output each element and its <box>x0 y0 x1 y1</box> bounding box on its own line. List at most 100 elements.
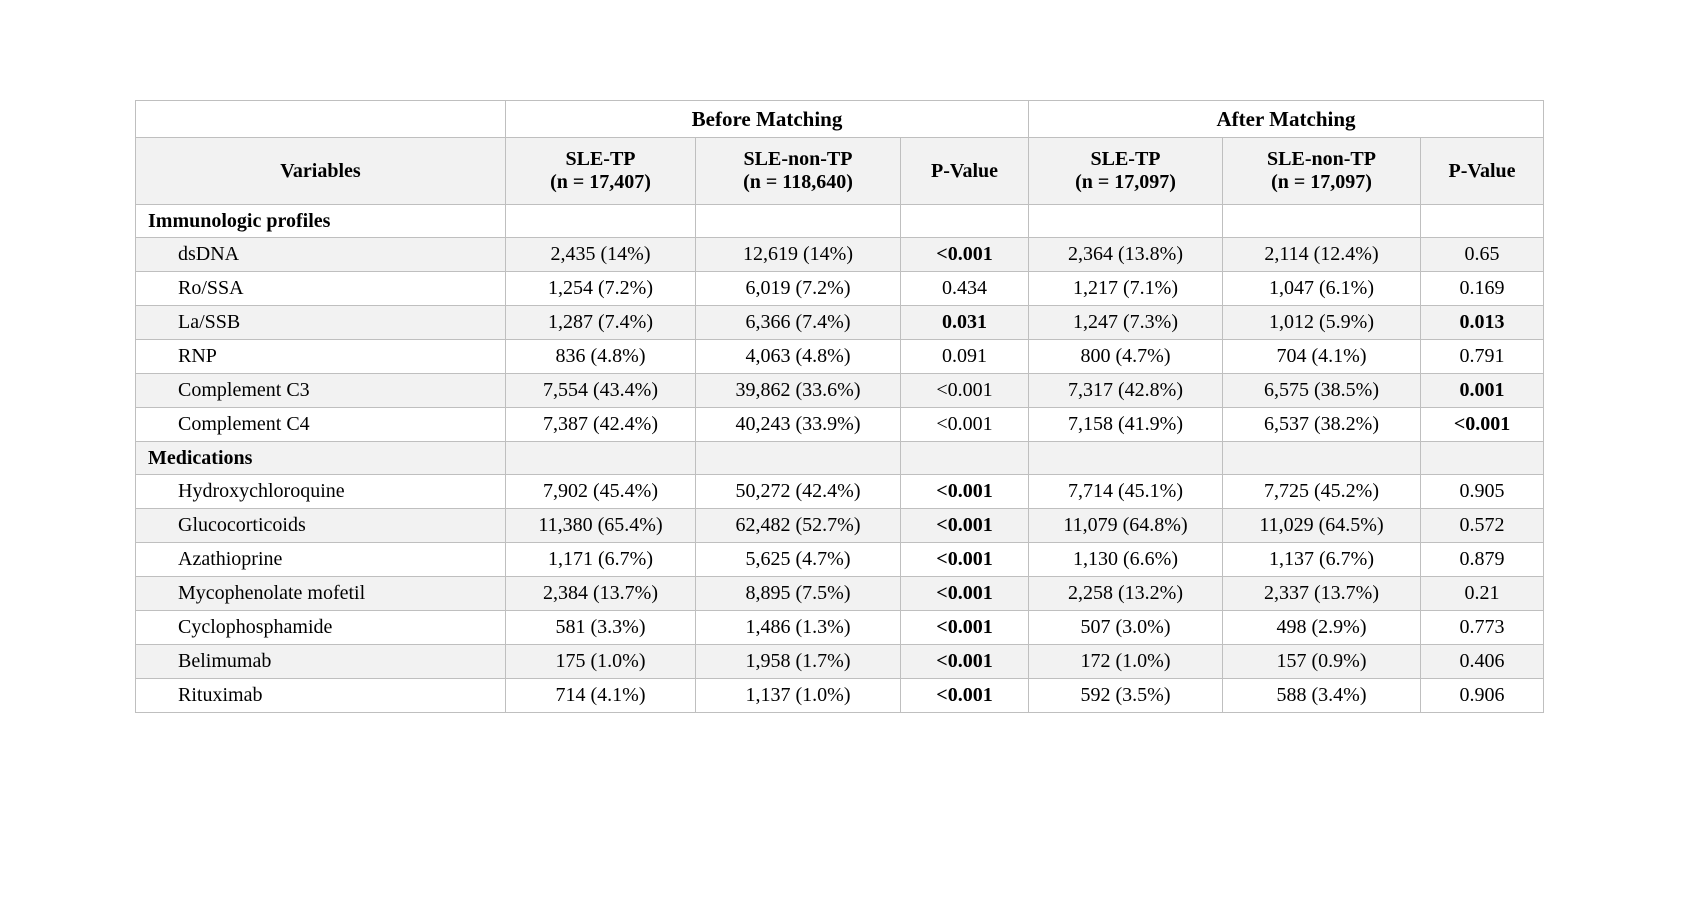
before-sle-non-tp-value: 40,243 (33.9%) <box>695 407 901 442</box>
after-p-value: 0.906 <box>1420 678 1545 713</box>
row-label: Mycophenolate mofetil <box>135 576 506 611</box>
before-p-value: <0.001 <box>899 576 1030 611</box>
row-label: RNP <box>135 339 506 374</box>
row-label: Ro/SSA <box>135 271 506 306</box>
row-label: Azathioprine <box>135 542 506 577</box>
before-sle-non-tp-value: 8,895 (7.5%) <box>695 576 901 611</box>
before-sle-tp-value: 11,380 (65.4%) <box>505 508 696 543</box>
after-sle-tp-value: 1,130 (6.6%) <box>1028 542 1224 577</box>
empty-cell <box>899 204 1030 238</box>
after-sle-tp-value: 11,079 (64.8%) <box>1028 508 1224 543</box>
table-row-dsdna: dsDNA 2,435 (14%) 12,619 (14%) <0.001 2,… <box>135 237 1545 272</box>
column-header-n: (n = 17,097) <box>1075 171 1176 193</box>
before-sle-non-tp-value: 62,482 (52.7%) <box>695 508 901 543</box>
after-sle-tp-column-header: SLE-TP (n = 17,097) <box>1028 137 1224 205</box>
before-p-value: <0.001 <box>899 508 1030 543</box>
table-row-la-ssb: La/SSB 1,287 (7.4%) 6,366 (7.4%) 0.031 1… <box>135 305 1545 340</box>
before-p-value: <0.001 <box>899 474 1030 509</box>
empty-cell <box>1028 204 1224 238</box>
column-header-label: SLE-TP <box>1090 148 1161 170</box>
after-p-value: 0.406 <box>1420 644 1545 679</box>
before-sle-non-tp-value: 6,366 (7.4%) <box>695 305 901 340</box>
before-p-value-column-header: P-Value <box>899 137 1030 205</box>
before-sle-tp-value: 836 (4.8%) <box>505 339 696 374</box>
after-sle-tp-value: 2,258 (13.2%) <box>1028 576 1224 611</box>
before-p-value: <0.001 <box>899 237 1030 272</box>
before-sle-tp-value: 1,171 (6.7%) <box>505 542 696 577</box>
before-sle-non-tp-value: 6,019 (7.2%) <box>695 271 901 306</box>
after-sle-non-tp-column-header: SLE-non-TP (n = 17,097) <box>1222 137 1422 205</box>
empty-cell <box>1222 204 1422 238</box>
column-header-n: (n = 17,407) <box>550 171 651 193</box>
before-matching-group-header: Before Matching <box>504 100 1030 138</box>
table-row-hydroxychloroquine: Hydroxychloroquine 7,902 (45.4%) 50,272 … <box>135 474 1545 509</box>
empty-cell <box>695 441 901 475</box>
after-sle-tp-value: 2,364 (13.8%) <box>1028 237 1224 272</box>
column-header-label: SLE-non-TP <box>743 148 853 170</box>
row-label: Glucocorticoids <box>135 508 506 543</box>
before-sle-tp-value: 7,387 (42.4%) <box>505 407 696 442</box>
after-sle-non-tp-value: 588 (3.4%) <box>1222 678 1422 713</box>
before-sle-non-tp-value: 1,486 (1.3%) <box>695 610 901 645</box>
after-p-value: 0.001 <box>1420 373 1545 408</box>
table-row-cyclophosphamide: Cyclophosphamide 581 (3.3%) 1,486 (1.3%)… <box>135 610 1545 645</box>
table-row-belimumab: Belimumab 175 (1.0%) 1,958 (1.7%) <0.001… <box>135 644 1545 679</box>
after-sle-tp-value: 7,317 (42.8%) <box>1028 373 1224 408</box>
row-label: dsDNA <box>135 237 506 272</box>
after-p-value: 0.013 <box>1420 305 1545 340</box>
section-label: Medications <box>135 441 506 475</box>
after-sle-tp-value: 7,158 (41.9%) <box>1028 407 1224 442</box>
table-row-mycophenolate-mofetil: Mycophenolate mofetil 2,384 (13.7%) 8,89… <box>135 576 1545 611</box>
row-label: La/SSB <box>135 305 506 340</box>
column-header-label: SLE-TP <box>565 148 636 170</box>
before-sle-tp-value: 2,435 (14%) <box>505 237 696 272</box>
after-sle-non-tp-value: 1,012 (5.9%) <box>1222 305 1422 340</box>
after-sle-tp-value: 7,714 (45.1%) <box>1028 474 1224 509</box>
before-p-value: 0.434 <box>899 271 1030 306</box>
after-sle-non-tp-value: 157 (0.9%) <box>1222 644 1422 679</box>
before-sle-tp-value: 714 (4.1%) <box>505 678 696 713</box>
before-sle-non-tp-column-header: SLE-non-TP (n = 118,640) <box>695 137 901 205</box>
row-label: Complement C4 <box>135 407 506 442</box>
section-row-immunologic-profiles: Immunologic profiles <box>135 204 1545 238</box>
empty-cell <box>899 441 1030 475</box>
before-sle-non-tp-value: 39,862 (33.6%) <box>695 373 901 408</box>
before-sle-tp-value: 1,254 (7.2%) <box>505 271 696 306</box>
before-p-value: <0.001 <box>899 542 1030 577</box>
empty-cell <box>1420 441 1545 475</box>
table-row-azathioprine: Azathioprine 1,171 (6.7%) 5,625 (4.7%) <… <box>135 542 1545 577</box>
after-sle-non-tp-value: 6,575 (38.5%) <box>1222 373 1422 408</box>
after-sle-non-tp-value: 498 (2.9%) <box>1222 610 1422 645</box>
before-p-value: <0.001 <box>899 610 1030 645</box>
after-sle-tp-value: 172 (1.0%) <box>1028 644 1224 679</box>
before-p-value: <0.001 <box>899 678 1030 713</box>
comparison-table-container: Before Matching After Matching Variables… <box>135 100 1545 713</box>
before-sle-non-tp-value: 50,272 (42.4%) <box>695 474 901 509</box>
before-sle-tp-value: 7,554 (43.4%) <box>505 373 696 408</box>
before-sle-non-tp-value: 1,958 (1.7%) <box>695 644 901 679</box>
after-sle-non-tp-value: 1,047 (6.1%) <box>1222 271 1422 306</box>
row-label: Rituximab <box>135 678 506 713</box>
row-label: Cyclophosphamide <box>135 610 506 645</box>
corner-empty-cell <box>135 100 506 138</box>
after-p-value: 0.905 <box>1420 474 1545 509</box>
before-sle-non-tp-value: 12,619 (14%) <box>695 237 901 272</box>
after-sle-non-tp-value: 2,114 (12.4%) <box>1222 237 1422 272</box>
empty-cell <box>1222 441 1422 475</box>
after-sle-tp-value: 800 (4.7%) <box>1028 339 1224 374</box>
empty-cell <box>1028 441 1224 475</box>
after-sle-tp-value: 1,217 (7.1%) <box>1028 271 1224 306</box>
column-header-n: (n = 118,640) <box>743 171 853 193</box>
before-sle-non-tp-value: 1,137 (1.0%) <box>695 678 901 713</box>
after-sle-non-tp-value: 1,137 (6.7%) <box>1222 542 1422 577</box>
after-p-value: 0.773 <box>1420 610 1545 645</box>
matching-group-header-row: Before Matching After Matching <box>135 100 1545 138</box>
before-sle-tp-column-header: SLE-TP (n = 17,407) <box>505 137 696 205</box>
before-p-value: <0.001 <box>899 407 1030 442</box>
row-label: Belimumab <box>135 644 506 679</box>
column-header-n: (n = 17,097) <box>1271 171 1372 193</box>
after-sle-non-tp-value: 6,537 (38.2%) <box>1222 407 1422 442</box>
after-sle-tp-value: 507 (3.0%) <box>1028 610 1224 645</box>
after-p-value: 0.791 <box>1420 339 1545 374</box>
after-p-value: 0.65 <box>1420 237 1545 272</box>
